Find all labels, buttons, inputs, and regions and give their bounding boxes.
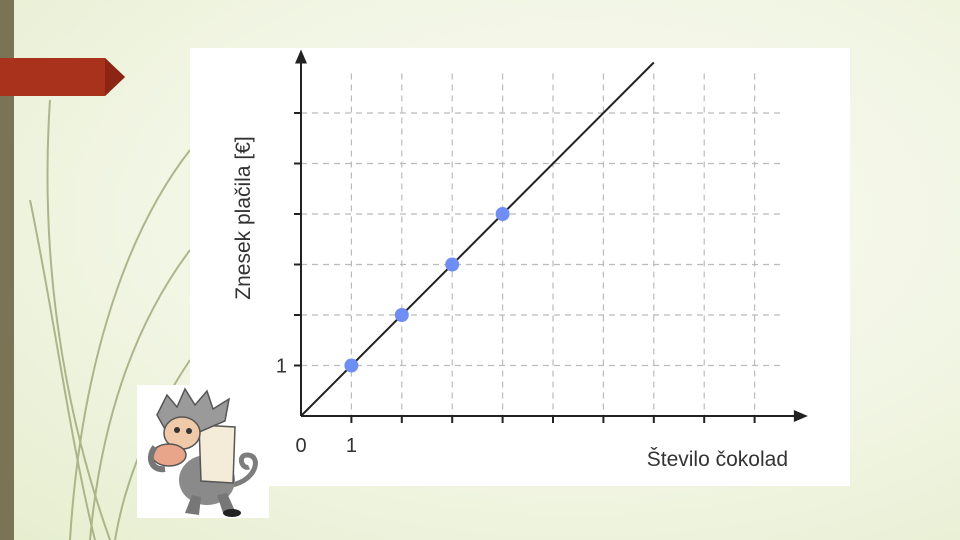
data-point [495, 207, 510, 221]
x-axis-title: Število čokolad [647, 448, 788, 471]
trend-line-layer [300, 61, 655, 417]
axes [294, 49, 808, 423]
decor-curve [46, 99, 111, 540]
cartoon-monkey-icon [137, 385, 269, 518]
y-axis-title: Znesek plačila [€] [232, 136, 255, 299]
data-point [344, 358, 359, 373]
data-point [394, 308, 409, 322]
x-tick-label: 1 [346, 435, 357, 457]
x-axis-arrow-icon [793, 410, 808, 422]
decor-curve [89, 249, 191, 540]
data-points [344, 207, 510, 373]
decor-curve [69, 149, 191, 540]
trend-line [300, 61, 655, 417]
y-axis-arrow-icon [295, 49, 307, 64]
x-tick-label: 0 [295, 435, 306, 457]
axis-labels: Število čokolad Znesek plačila [€] 0 1 1 [232, 136, 788, 471]
chart-panel: Število čokolad Znesek plačila [€] 0 1 1 [190, 48, 850, 486]
grid [301, 73, 784, 416]
arrow-banner-icon [0, 58, 125, 96]
data-point [445, 257, 460, 272]
y-tick-label: 1 [276, 356, 287, 378]
chart: Število čokolad Znesek plačila [€] 0 1 1 [232, 49, 808, 471]
decor-curve [29, 199, 96, 540]
side-accent-bar [0, 0, 14, 540]
